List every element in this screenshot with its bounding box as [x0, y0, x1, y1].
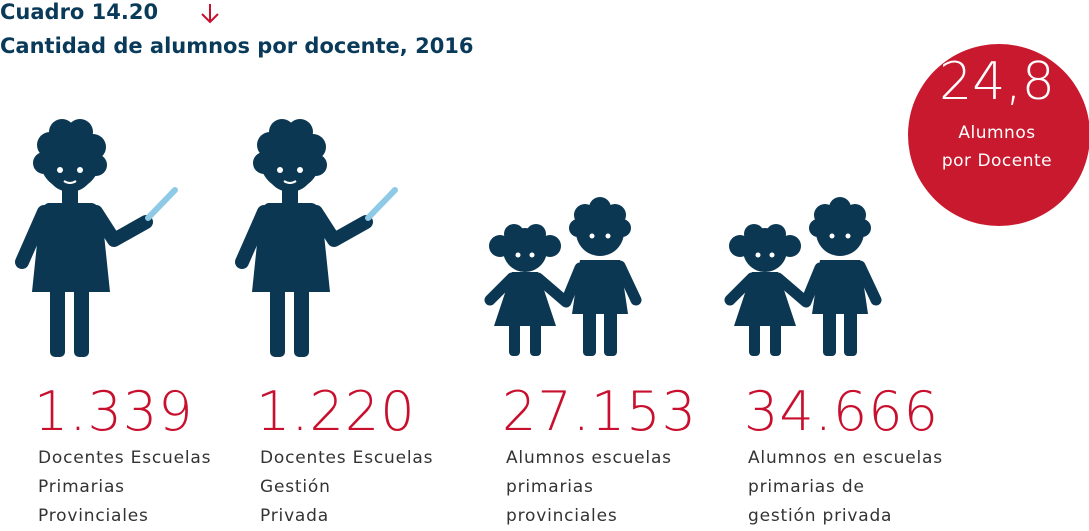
stat-label: Alumnos en escuelas: [748, 448, 943, 468]
stat-value: 1.339: [34, 380, 194, 443]
stat-label: Alumnos escuelas: [506, 448, 672, 468]
stat-label: primarias: [506, 477, 594, 497]
stat-value: 1.220: [256, 380, 416, 443]
badge-label: Alumnos: [958, 123, 1035, 143]
stat-label: Gestión: [260, 477, 331, 497]
stat-label: gestión privada: [748, 506, 892, 526]
stat-label: primarias de: [748, 477, 865, 497]
students-icon: [489, 197, 636, 356]
kicker: Cuadro 14.20: [0, 0, 158, 24]
arrow-icon: [201, 4, 219, 24]
title: Cantidad de alumnos por docente, 2016: [0, 34, 474, 58]
stat-label: Provinciales: [38, 506, 149, 526]
badge-circle: [908, 44, 1089, 226]
stat-value: 34.666: [744, 380, 939, 443]
badge-label: por Docente: [942, 151, 1052, 171]
teacher-icon: [22, 119, 175, 357]
stat-label: Docentes Escuelas: [260, 448, 433, 468]
students-icon: [729, 197, 876, 356]
stat-label: provinciales: [506, 506, 618, 526]
stat-label: Privada: [260, 506, 329, 526]
stat-label: Docentes Escuelas: [38, 448, 211, 468]
stat-value: 27.153: [502, 380, 697, 443]
stat-label: Primarias: [38, 477, 125, 497]
badge-value: 24,8: [939, 52, 1055, 112]
teacher-icon: [242, 119, 395, 357]
